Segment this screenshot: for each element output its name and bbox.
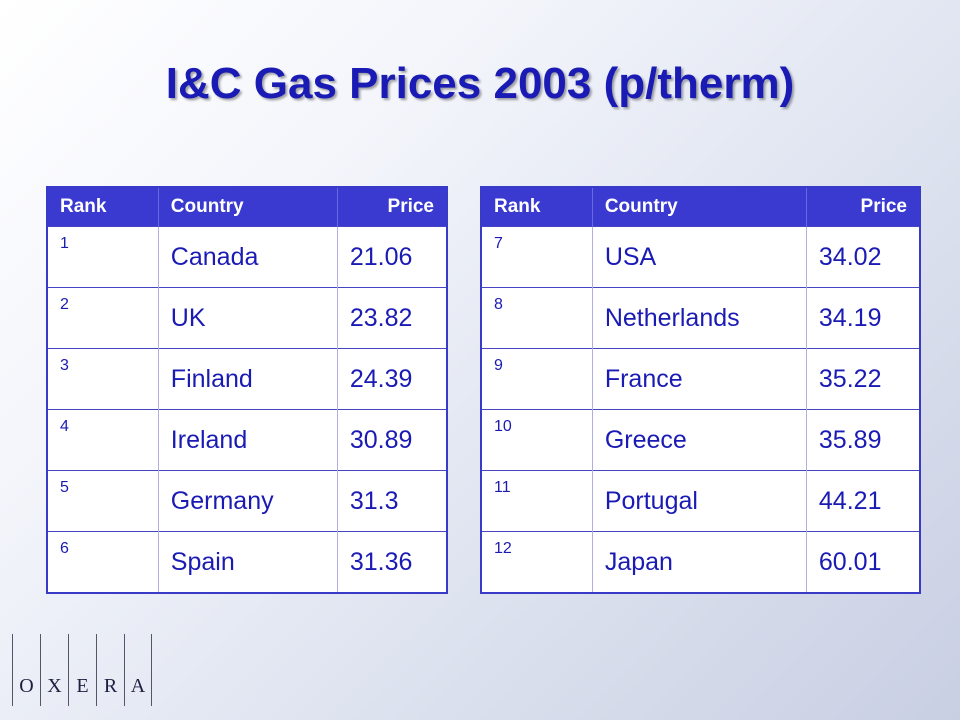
rank-cell: 11 — [481, 470, 593, 532]
header-price: Price — [337, 187, 448, 227]
table-row: 4 Ireland 30.89 — [47, 409, 448, 471]
price-cell: 31.36 — [337, 531, 448, 593]
table-row: 11 Portugal 44.21 — [481, 470, 921, 532]
country-cell: Portugal — [592, 470, 807, 532]
rank-cell: 9 — [481, 348, 593, 410]
country-cell: Japan — [592, 531, 807, 593]
table-row: 10 Greece 35.89 — [481, 409, 921, 471]
rank-cell: 8 — [481, 287, 593, 349]
country-cell: Netherlands — [592, 287, 807, 349]
rank-cell: 7 — [481, 226, 593, 288]
country-cell: Spain — [158, 531, 338, 593]
country-cell: France — [592, 348, 807, 410]
slide-title: I&C Gas Prices 2003 (p/therm) — [165, 59, 795, 108]
country-cell: Greece — [592, 409, 807, 471]
rank-cell: 5 — [47, 470, 159, 532]
rank-cell: 12 — [481, 531, 593, 593]
logo-letter: A — [124, 634, 152, 706]
rank-cell: 4 — [47, 409, 159, 471]
price-cell: 24.39 — [337, 348, 448, 410]
table-row: 7 USA 34.02 — [481, 226, 921, 288]
table-row: 12 Japan 60.01 — [481, 531, 921, 593]
rank-cell: 3 — [47, 348, 159, 410]
rank-table-left: Rank Country Price 1 Canada 21.06 2 UK 2… — [46, 186, 448, 594]
price-cell: 34.02 — [806, 226, 921, 288]
logo-letter: O — [12, 634, 40, 706]
country-cell: Canada — [158, 226, 338, 288]
rank-table-right: Rank Country Price 7 USA 34.02 8 Netherl… — [480, 186, 921, 594]
price-cell: 35.22 — [806, 348, 921, 410]
logo-letter: X — [40, 634, 68, 706]
header-rank: Rank — [47, 187, 159, 227]
country-cell: UK — [158, 287, 338, 349]
country-cell: Germany — [158, 470, 338, 532]
rank-cell: 2 — [47, 287, 159, 349]
country-cell: Finland — [158, 348, 338, 410]
header-country: Country — [158, 187, 338, 227]
table-row: 6 Spain 31.36 — [47, 531, 448, 593]
country-cell: USA — [592, 226, 807, 288]
table-row: 2 UK 23.82 — [47, 287, 448, 349]
table-row: 9 France 35.22 — [481, 348, 921, 410]
rank-cell: 6 — [47, 531, 159, 593]
price-cell: 44.21 — [806, 470, 921, 532]
price-cell: 30.89 — [337, 409, 448, 471]
price-cell: 31.3 — [337, 470, 448, 532]
price-cell: 60.01 — [806, 531, 921, 593]
logo-letter: R — [96, 634, 124, 706]
rank-cell: 10 — [481, 409, 593, 471]
header-price: Price — [806, 187, 921, 227]
rank-cell: 1 — [47, 226, 159, 288]
table-header-row: Rank Country Price — [47, 187, 448, 227]
table-row: 5 Germany 31.3 — [47, 470, 448, 532]
oxera-logo: O X E R A — [12, 634, 152, 706]
price-cell: 23.82 — [337, 287, 448, 349]
table-row: 3 Finland 24.39 — [47, 348, 448, 410]
table-row: 1 Canada 21.06 — [47, 226, 448, 288]
price-cell: 35.89 — [806, 409, 921, 471]
table-header-row: Rank Country Price — [481, 187, 921, 227]
price-cell: 34.19 — [806, 287, 921, 349]
country-cell: Ireland — [158, 409, 338, 471]
table-row: 8 Netherlands 34.19 — [481, 287, 921, 349]
logo-letter: E — [68, 634, 96, 706]
price-cell: 21.06 — [337, 226, 448, 288]
header-country: Country — [592, 187, 807, 227]
header-rank: Rank — [481, 187, 593, 227]
